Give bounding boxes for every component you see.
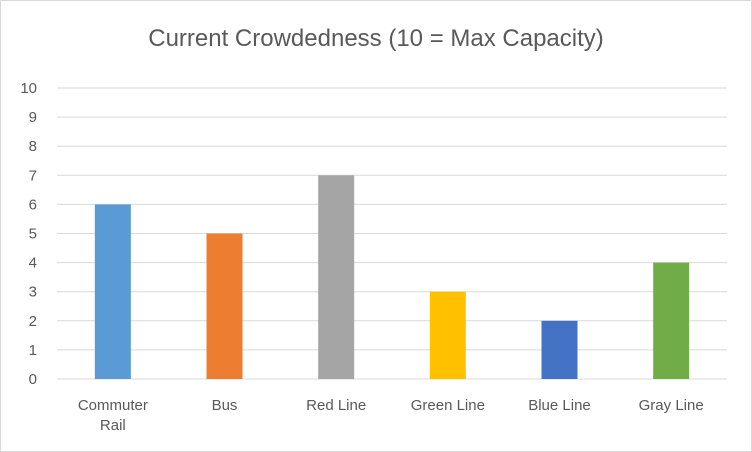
y-tick-label: 2 — [29, 313, 37, 330]
x-tick-label: Red Line — [306, 397, 366, 414]
x-tick-label: Commuter — [78, 397, 148, 414]
y-tick-label: 1 — [29, 342, 37, 359]
x-tick-label: Green Line — [411, 397, 485, 414]
y-tick-label: 9 — [29, 109, 37, 126]
y-axis-ticks: 0 1 2 3 4 5 6 7 8 9 10 — [20, 80, 37, 388]
y-tick-label: 0 — [29, 371, 37, 388]
bars — [94, 175, 690, 379]
x-tick-label: Blue Line — [528, 397, 591, 414]
chart-title: Current Crowdedness (10 = Max Capacity) — [148, 25, 604, 52]
bar — [541, 320, 578, 379]
y-tick-label: 8 — [29, 138, 37, 155]
x-tick-label: Bus — [212, 397, 238, 414]
x-tick-label: Rail — [100, 417, 126, 434]
bar — [429, 291, 466, 379]
bar — [94, 204, 131, 379]
y-tick-label: 4 — [29, 255, 37, 272]
bar — [318, 175, 355, 379]
y-tick-label: 3 — [29, 284, 37, 301]
y-tick-label: 7 — [29, 167, 37, 184]
y-tick-label: 10 — [20, 80, 37, 97]
x-tick-label: Gray Line — [639, 397, 704, 414]
y-tick-label: 5 — [29, 226, 37, 243]
gridlines — [57, 87, 727, 380]
bar — [653, 262, 690, 379]
x-axis-ticks: Commuter Rail Bus Red Line Green Line Blue Li… — [78, 397, 704, 434]
y-tick-label: 6 — [29, 196, 37, 213]
bar — [206, 233, 243, 379]
